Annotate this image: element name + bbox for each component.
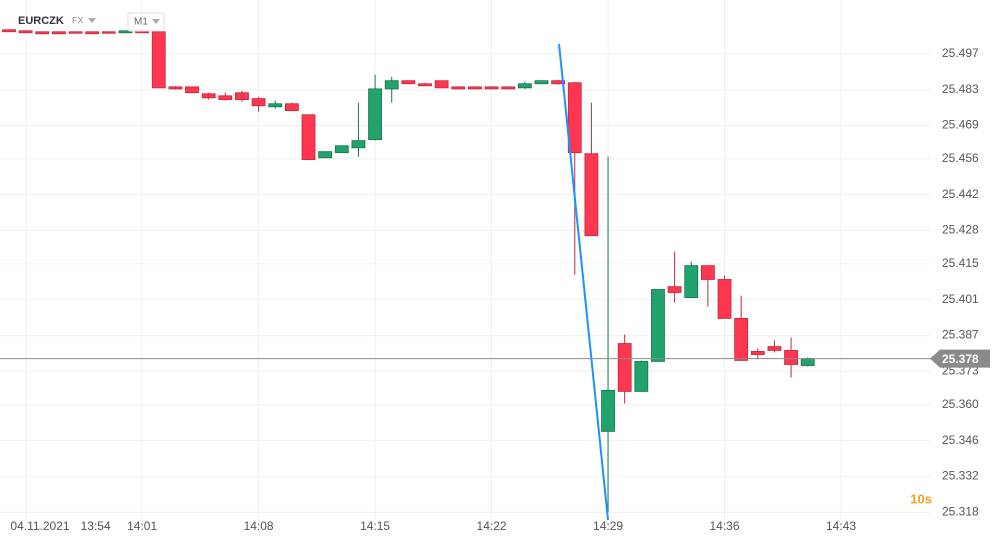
candle-body	[185, 86, 199, 94]
candle-body	[235, 92, 249, 101]
candle-body	[567, 82, 582, 154]
candle-body	[18, 30, 33, 34]
candle-body	[268, 103, 283, 108]
header: EURCZK FX M1	[18, 12, 165, 32]
candle-body	[35, 31, 50, 35]
market: FX	[72, 15, 84, 25]
candle-body	[434, 80, 449, 89]
candle-body	[551, 80, 566, 85]
candle-body	[700, 265, 715, 280]
x-tick-label: 14:36	[710, 519, 740, 533]
candle-body	[351, 140, 366, 149]
y-tick-label: 25.332	[942, 469, 979, 483]
plot	[2, 29, 815, 513]
candle-body	[534, 80, 549, 85]
y-tick-label: 25.318	[942, 504, 979, 518]
candle-body	[634, 361, 649, 392]
candle-body	[800, 358, 815, 366]
candle-body	[784, 350, 798, 365]
x-tick-label: 14:08	[244, 519, 274, 533]
y-tick-label: 25.360	[942, 397, 979, 411]
candle-body	[651, 289, 665, 362]
candle-body	[151, 31, 166, 89]
y-tick-label: 25.442	[942, 187, 979, 201]
last-price-tag	[930, 349, 990, 368]
candle-body	[451, 86, 466, 90]
candle-body	[384, 80, 399, 90]
candle-body	[517, 83, 532, 89]
candle-body	[68, 31, 83, 34]
x-tick-label: 14:22	[477, 519, 507, 533]
y-tick-label: 25.415	[942, 256, 979, 270]
date-label: 04.11.2021	[10, 519, 69, 533]
grid	[0, 0, 930, 520]
y-tick-label: 25.401	[942, 292, 979, 306]
candle-body	[301, 114, 316, 160]
candle-body	[251, 98, 266, 107]
y-tick-label: 25.428	[942, 223, 979, 237]
y-tick-label: 25.387	[942, 328, 979, 342]
x-tick-label: 13:54	[81, 519, 111, 533]
candle-body	[667, 286, 682, 293]
last-price-label: 25.378	[942, 352, 979, 366]
candle-body	[418, 83, 432, 87]
candle-body	[284, 103, 299, 112]
y-tick-label: 25.456	[942, 151, 979, 165]
symbol[interactable]: EURCZK	[18, 15, 64, 27]
x-tick-label: 14:01	[127, 519, 157, 533]
candle-body	[717, 279, 732, 319]
candle-body	[101, 31, 116, 34]
x-tick-label: 14:43	[826, 519, 856, 533]
trend-line[interactable]	[558, 43, 609, 521]
x-tick-label: 14:29	[593, 519, 623, 533]
candle-body	[85, 31, 100, 35]
candle-body	[334, 145, 349, 154]
dropdown-arrow[interactable]	[152, 19, 160, 24]
candle-body	[218, 95, 233, 101]
y-tick-label: 25.469	[942, 118, 979, 132]
dropdown-arrow[interactable]	[88, 18, 96, 23]
candle-body	[401, 80, 416, 85]
candle-body	[484, 86, 499, 90]
candle-body	[52, 31, 66, 35]
candle-body	[118, 30, 133, 34]
candle-body	[368, 88, 382, 141]
candle-body	[601, 389, 615, 432]
candle-body	[318, 151, 333, 159]
candle-body	[201, 93, 216, 99]
timer: 10s	[910, 491, 932, 506]
candle-body	[767, 346, 782, 351]
interval[interactable]: M1	[134, 17, 148, 28]
candle-body	[617, 343, 632, 392]
y-tick-label: 25.346	[942, 433, 979, 447]
candle-body	[750, 351, 765, 355]
candle-body	[468, 86, 482, 90]
candle-body	[684, 265, 699, 299]
x-tick-label: 14:15	[360, 519, 390, 533]
candle-body	[168, 86, 183, 90]
y-tick-label: 25.497	[942, 46, 979, 60]
candle-body	[2, 29, 16, 33]
interval-box[interactable]	[127, 12, 165, 32]
candle-body	[584, 153, 599, 237]
candle-body	[734, 318, 749, 361]
candle-body	[501, 86, 516, 90]
y-tick-label: 25.483	[942, 82, 979, 96]
